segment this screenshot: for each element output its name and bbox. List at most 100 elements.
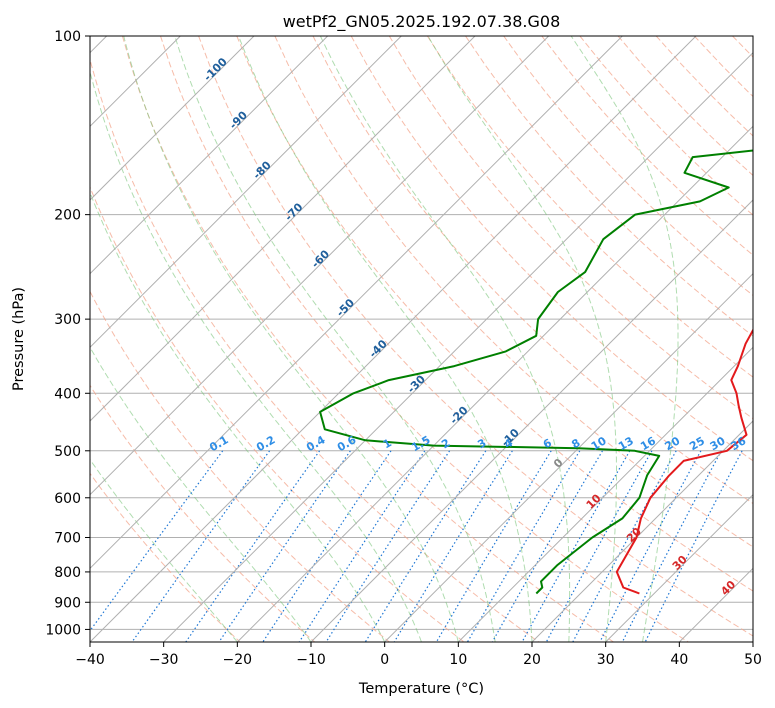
mixing-ratio-line bbox=[325, 450, 451, 642]
chart-title: wetPf2_GN05.2025.192.07.38.G08 bbox=[283, 12, 561, 32]
x-tick-label: 0 bbox=[380, 652, 389, 668]
mixing-ratio-label: 6 bbox=[541, 436, 554, 451]
dry-adiabats bbox=[90, 36, 753, 642]
dry-adiabat bbox=[160, 36, 689, 642]
mixing-ratio-label: 2 bbox=[439, 436, 452, 451]
isotherm-line bbox=[457, 346, 753, 642]
mixing-ratio-line bbox=[393, 450, 513, 642]
dry-adiabat bbox=[655, 36, 753, 137]
isotherm-label: -20 bbox=[447, 404, 470, 427]
x-tick-label: −30 bbox=[149, 652, 179, 668]
dry-adiabat bbox=[465, 36, 753, 337]
plot-area: -100-90-80-70-60-50-40-30-20-10010203040… bbox=[90, 36, 753, 642]
y-axis: 100 200 300 400 500 600 700 800 900 1000 bbox=[45, 29, 90, 638]
mixing-ratio-line bbox=[599, 450, 702, 642]
moist-adiabat bbox=[90, 458, 238, 642]
isotherm-line bbox=[531, 420, 753, 642]
plot-frame bbox=[89, 35, 754, 643]
dry-adiabat bbox=[388, 36, 753, 420]
moist-adiabat bbox=[427, 36, 617, 642]
moist-adiabat bbox=[570, 36, 679, 642]
dry-adiabat bbox=[312, 36, 753, 505]
mixing-ratio-label: 3 bbox=[475, 436, 488, 451]
x-tick-label: 10 bbox=[449, 652, 467, 668]
dry-adiabat bbox=[426, 36, 753, 378]
isotherm-label: -80 bbox=[250, 158, 273, 181]
moist-adiabat bbox=[238, 36, 533, 642]
mixing-ratio-line bbox=[262, 450, 392, 642]
x-tick-label: 20 bbox=[523, 652, 541, 668]
y-tick-label: 400 bbox=[54, 386, 81, 402]
x-tick-label: −10 bbox=[296, 652, 326, 668]
mixing-ratio-line bbox=[218, 450, 351, 642]
moist-adiabat bbox=[90, 346, 312, 642]
dry-adiabat bbox=[90, 384, 316, 642]
y-tick-label: 900 bbox=[54, 595, 81, 611]
isotherm-line bbox=[90, 36, 402, 349]
temperature-profile bbox=[615, 328, 753, 595]
y-tick-label: 100 bbox=[54, 29, 81, 45]
moist-adiabat bbox=[123, 36, 459, 642]
mixing-ratio-line bbox=[545, 450, 653, 642]
isotherm-line bbox=[163, 51, 753, 642]
mixing-ratio-labels: 0.1 0.2 0.4 0.6 1 1.5 2 3 4 6 8 10 13 16 20 25 30 36 bbox=[207, 433, 748, 454]
isotherm-label: 30 bbox=[670, 553, 690, 573]
x-tick-label: −20 bbox=[223, 652, 253, 668]
dry-adiabat bbox=[350, 36, 753, 462]
y-tick-label: 800 bbox=[54, 565, 81, 581]
isotherm-label: 40 bbox=[718, 578, 738, 598]
y-tick-label: 200 bbox=[54, 208, 81, 224]
moist-adiabat bbox=[90, 191, 386, 642]
x-tick-label: 30 bbox=[597, 652, 615, 668]
dry-adiabat bbox=[236, 36, 753, 592]
isotherm-label: -70 bbox=[282, 200, 305, 223]
isotherm-line bbox=[310, 199, 753, 642]
y-tick-label: 700 bbox=[54, 531, 81, 547]
dry-adiabat bbox=[503, 36, 753, 296]
mixing-ratio-line bbox=[435, 450, 552, 642]
moist-adiabat bbox=[90, 70, 422, 642]
dry-adiabat bbox=[541, 36, 753, 256]
isotherm-line bbox=[384, 272, 753, 642]
isotherm-line bbox=[752, 641, 753, 642]
mixing-ratio-line bbox=[364, 450, 487, 642]
x-tick-label: 40 bbox=[670, 652, 688, 668]
dry-adiabat bbox=[90, 57, 540, 642]
x-axis-label: Temperature (°C) bbox=[358, 681, 484, 697]
isotherm-line bbox=[90, 36, 476, 422]
sounding-profiles bbox=[319, 149, 753, 595]
x-axis: −40 −30 −20 −10 0 10 20 30 40 50 bbox=[75, 642, 762, 668]
dry-adiabat bbox=[579, 36, 753, 216]
dry-adiabat bbox=[121, 36, 614, 642]
pressure-gridlines bbox=[90, 36, 753, 630]
mixing-ratio-line bbox=[644, 450, 743, 642]
dry-adiabat bbox=[274, 36, 753, 548]
moist-adiabats bbox=[90, 36, 679, 642]
mixing-ratio-line bbox=[572, 450, 677, 642]
isotherm-line bbox=[90, 36, 550, 496]
y-tick-label: 600 bbox=[54, 491, 81, 507]
dry-adiabat bbox=[90, 185, 465, 642]
isotherm-line bbox=[605, 493, 753, 642]
mixing-ratio-line bbox=[185, 450, 321, 642]
x-tick-label: 50 bbox=[744, 652, 762, 668]
isotherm-label: 20 bbox=[624, 525, 644, 545]
y-tick-label: 500 bbox=[54, 444, 81, 460]
isotherm-line bbox=[236, 125, 753, 642]
mixing-ratio-line bbox=[521, 450, 631, 642]
isotherm-line bbox=[90, 36, 623, 570]
dry-adiabat bbox=[90, 472, 241, 642]
mixing-ratio-line bbox=[621, 450, 722, 642]
mixing-ratio-label: 1 bbox=[381, 436, 394, 451]
mixing-ratio-line bbox=[466, 450, 581, 642]
skewed-isotherms bbox=[90, 36, 753, 642]
x-tick-label: −40 bbox=[75, 652, 105, 668]
isotherm-label: -40 bbox=[367, 337, 390, 360]
isotherm-line bbox=[90, 36, 697, 642]
y-tick-label: 300 bbox=[54, 312, 81, 328]
isotherm-line bbox=[90, 36, 255, 201]
isotherm-label: 10 bbox=[584, 491, 604, 511]
moist-adiabat bbox=[319, 36, 571, 642]
moist-adiabat bbox=[174, 36, 496, 642]
